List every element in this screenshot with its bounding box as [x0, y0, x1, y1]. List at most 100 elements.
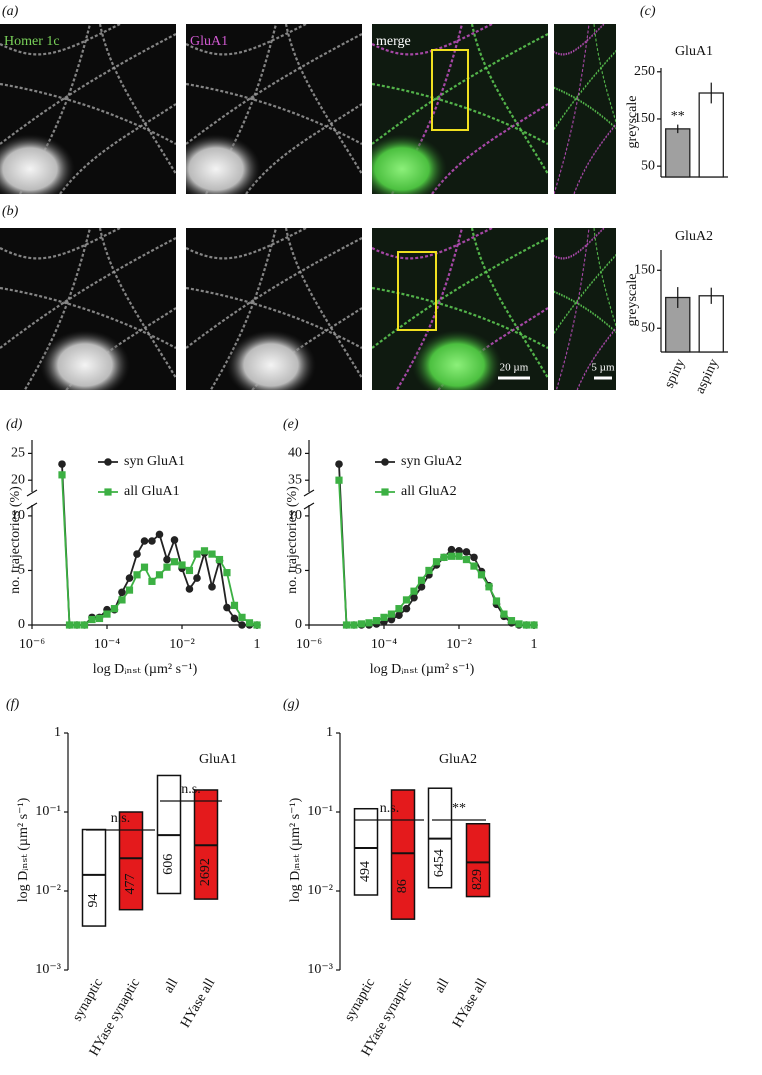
point: [335, 476, 343, 484]
legend-marker: [104, 458, 112, 466]
x-tick-label: 1: [254, 637, 261, 652]
dendrites: [0, 228, 176, 390]
y-tick-label: 10⁻¹: [35, 804, 61, 819]
micrograph: [372, 24, 548, 194]
dendrite: [372, 24, 493, 56]
scale-bar-label: 5 µm: [591, 362, 615, 374]
x-tick-label: aspiny: [693, 357, 722, 396]
point: [372, 617, 381, 625]
dendrite: [0, 82, 176, 145]
y-tick-label: 10⁻²: [307, 883, 333, 898]
point: [58, 471, 66, 479]
point: [387, 610, 396, 618]
point: [522, 621, 531, 629]
y-tick-label: 40: [288, 446, 302, 461]
dendrite: [186, 24, 307, 56]
dendrite: [0, 24, 121, 56]
point: [178, 561, 186, 569]
dendrite: [593, 24, 616, 125]
point: [447, 552, 456, 560]
point: [118, 588, 126, 597]
panel-label: (b): [2, 204, 19, 219]
x-tick-label: 1: [531, 637, 538, 652]
y-tick-label: 250: [634, 64, 655, 79]
dendrite: [186, 33, 362, 145]
annotation: **: [671, 109, 685, 124]
x-tick-label: all: [432, 976, 452, 996]
dendrite: [372, 286, 548, 349]
point: [402, 604, 411, 613]
micrograph: [186, 24, 362, 194]
soma: [226, 330, 316, 390]
point: [492, 597, 501, 605]
legend-label: syn GluA2: [401, 454, 462, 469]
point: [410, 587, 418, 595]
point: [485, 583, 493, 591]
count-label: 477: [123, 873, 138, 894]
point: [530, 621, 538, 629]
point: [417, 583, 426, 591]
channel-label: GluA1: [190, 34, 228, 49]
point: [193, 574, 201, 582]
dendrites: [554, 228, 616, 390]
point: [357, 620, 366, 628]
point: [223, 569, 231, 577]
point: [193, 550, 201, 558]
legend-marker: [381, 488, 389, 496]
micrograph: [554, 24, 616, 194]
y-axis-label: log Dᵢₙₛₜ (µm² s⁻¹): [16, 797, 31, 902]
point: [425, 566, 433, 575]
dendrite: [186, 286, 362, 349]
point: [125, 574, 134, 582]
x-tick-label: 10⁻²: [169, 637, 195, 652]
y-axis-label: greyscale: [625, 274, 640, 327]
soma: [0, 134, 75, 194]
bar: [698, 295, 724, 353]
point: [148, 577, 156, 585]
y-tick-label: 50: [641, 158, 655, 173]
dendrite: [0, 228, 121, 260]
scale-bar-label: 20 µm: [500, 362, 529, 374]
x-tick-label: HYase all: [450, 976, 490, 1031]
y-tick-label: 35: [288, 472, 302, 487]
dendrite: [576, 326, 616, 390]
y-tick-label: 150: [634, 263, 655, 278]
point: [230, 601, 239, 609]
y-tick-label: 0: [18, 617, 25, 632]
box: [118, 811, 144, 911]
count-label: 494: [358, 861, 373, 882]
point: [163, 555, 171, 564]
annotation: **: [452, 801, 466, 816]
point: [110, 605, 119, 613]
y-tick-label: 1: [326, 725, 333, 740]
dendrite: [395, 228, 464, 390]
x-tick-label: all: [161, 976, 181, 996]
point: [170, 536, 179, 544]
y-tick-label: 5: [18, 563, 25, 578]
dendrite: [23, 228, 92, 390]
x-tick-label: spiny: [662, 357, 688, 391]
box: [81, 828, 107, 927]
micrograph: [372, 228, 548, 390]
point: [238, 613, 246, 621]
bar: [665, 128, 691, 178]
point: [58, 460, 66, 468]
count-label: 606: [161, 854, 176, 875]
y-tick-label: 10⁻¹: [307, 804, 333, 819]
point: [80, 621, 89, 629]
dendrite: [372, 237, 548, 349]
point: [133, 550, 141, 558]
axis-break: [26, 489, 38, 510]
point: [402, 596, 411, 604]
dendrite: [470, 24, 548, 175]
micrograph: [0, 228, 176, 390]
dendrites: [372, 228, 548, 390]
chart-title: GluA1: [675, 44, 713, 59]
x-tick-label: 10⁻²: [446, 637, 472, 652]
count-label: 94: [86, 893, 101, 907]
point: [155, 530, 164, 539]
dendrites: [554, 24, 616, 194]
soma: [186, 134, 261, 194]
